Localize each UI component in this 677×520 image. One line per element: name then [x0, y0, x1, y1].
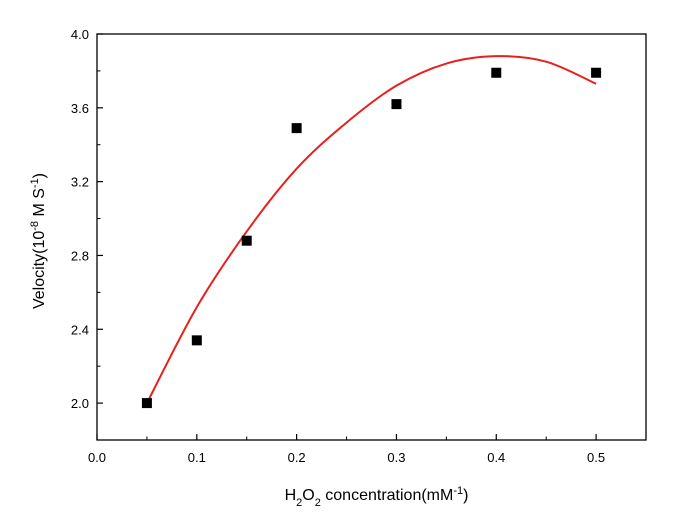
data-point — [241, 235, 252, 246]
x-tick-label: 0.5 — [587, 450, 605, 465]
axis-label-part: -1 — [453, 485, 463, 497]
axis-label-part: M S — [31, 188, 48, 221]
data-point — [491, 67, 502, 78]
x-tick-label: 0.2 — [288, 450, 306, 465]
y-tick-label: 2.4 — [71, 322, 89, 337]
data-point — [191, 335, 202, 346]
fit-curve — [146, 55, 597, 404]
data-point — [391, 99, 402, 110]
x-axis-label: H2O2 concentration(mM-1) — [285, 485, 469, 509]
y-tick-label: 2.8 — [71, 248, 89, 263]
y-tick-label: 2.0 — [71, 396, 89, 411]
data-point — [141, 398, 152, 409]
y-tick-label: 3.6 — [71, 101, 89, 116]
plot-border — [96, 33, 647, 441]
axis-label-part: ) — [31, 173, 48, 178]
series-layer — [141, 55, 602, 409]
x-tick-label: 0.4 — [487, 450, 505, 465]
axis-label-part: O — [302, 487, 314, 504]
plot-frame — [96, 33, 647, 441]
axis-label-part: 2 — [296, 497, 302, 509]
x-tick-label: 0.0 — [88, 450, 106, 465]
axis-label-part: Velocity(10 — [31, 231, 48, 309]
y-tick-label: 4.0 — [71, 27, 89, 42]
axis-ticks — [96, 33, 597, 440]
data-point — [291, 123, 302, 134]
x-tick-label: 0.3 — [387, 450, 405, 465]
y-axis-label: Velocity(10-8 M S-1) — [29, 173, 48, 309]
axis-label-part: H — [285, 487, 297, 504]
x-tick-label: 0.1 — [188, 450, 206, 465]
axis-label-part: concentration(mM — [321, 487, 454, 504]
axis-label-part: ) — [463, 487, 468, 504]
data-point — [591, 67, 602, 78]
axis-label-part: 2 — [315, 497, 321, 509]
axis-label-part: -1 — [29, 178, 41, 188]
tick-labels: 0.0 0.1 0.2 0.3 0.4 0.5 2.0 2.4 2.8 3.2 3.6 4.0 — [71, 27, 605, 465]
y-tick-label: 3.2 — [71, 175, 89, 190]
axis-label-part: -8 — [29, 221, 41, 231]
